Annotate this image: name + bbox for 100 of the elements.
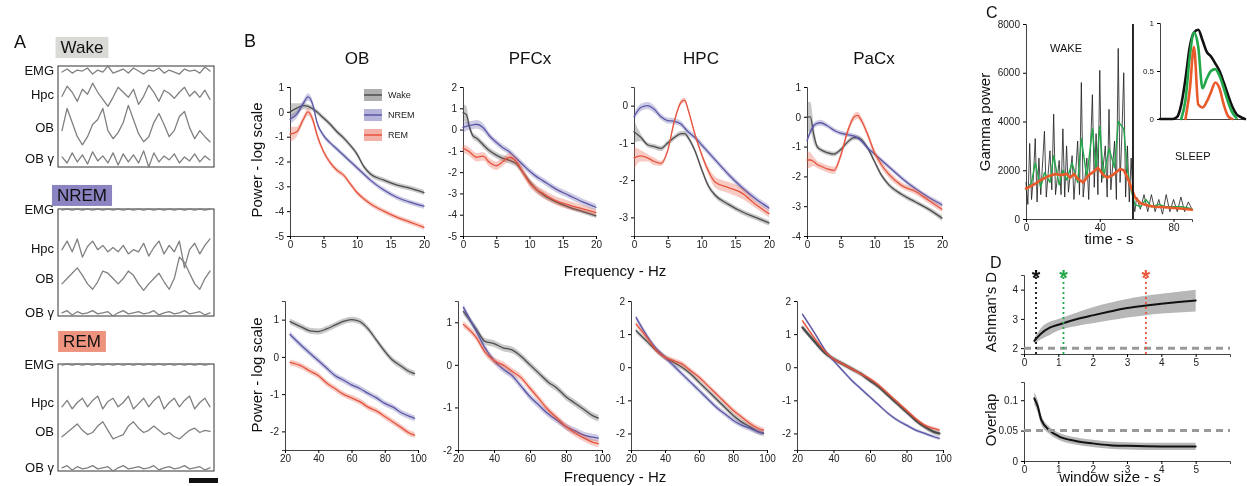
chart-title: Wake bbox=[60, 37, 104, 57]
y-tick-label: 2 bbox=[451, 81, 458, 93]
y-axis-title: Overlap bbox=[982, 393, 999, 447]
x-tick-label: 5 bbox=[321, 239, 328, 251]
x-tick-label: 40 bbox=[313, 453, 325, 465]
y-tick-label: -3 bbox=[792, 200, 802, 212]
y-tick-label: -1 bbox=[270, 388, 280, 400]
x-tick-label: 10 bbox=[869, 239, 881, 251]
x-tick-label: 3 bbox=[1124, 357, 1131, 369]
y-tick-label: -2 bbox=[619, 174, 629, 186]
y-tick-label: 1 bbox=[785, 328, 792, 340]
line-series bbox=[1184, 45, 1234, 121]
x-tick-label: 10 bbox=[351, 239, 364, 251]
annotation: WAKE bbox=[1050, 42, 1082, 54]
y-tick-label: 2000 bbox=[997, 164, 1021, 176]
text: A bbox=[14, 32, 27, 52]
series-label: OB bbox=[35, 120, 54, 136]
y-tick-label: -2 bbox=[275, 156, 285, 168]
x-tick-label: 60 bbox=[346, 453, 358, 465]
x-tick-label: 20 bbox=[625, 453, 638, 465]
x-tick-label: 20 bbox=[418, 239, 431, 251]
series-label: OB γ bbox=[25, 150, 55, 166]
y-tick-label: 1 bbox=[1149, 19, 1155, 29]
x-tick-label: 15 bbox=[557, 239, 570, 251]
y-tick-label: 2 bbox=[1012, 342, 1019, 354]
text: B bbox=[244, 31, 257, 51]
x-tick-label: 80 bbox=[560, 453, 573, 465]
y-axis-title: Power - log scale bbox=[248, 102, 265, 218]
x-tick-label: 15 bbox=[730, 239, 742, 251]
x-tick-label: 40 bbox=[828, 453, 840, 465]
y-axis-title: Gamma power bbox=[976, 72, 993, 172]
x-tick-label: 0 bbox=[804, 239, 811, 251]
x-tick-label: 20 bbox=[452, 453, 465, 465]
legend-label: REM bbox=[388, 130, 408, 141]
legend-label: NREM bbox=[388, 110, 415, 121]
x-tick-label: 1 bbox=[1056, 357, 1063, 369]
x-tick-label: 60 bbox=[864, 453, 877, 465]
series-label: OB bbox=[35, 270, 54, 286]
x-tick-label: 0 bbox=[287, 239, 294, 251]
y-tick-label: 1 bbox=[273, 314, 280, 326]
x-tick-label: 60 bbox=[693, 453, 706, 465]
series-label: Hpc bbox=[30, 240, 55, 256]
series-label: Hpc bbox=[30, 86, 55, 102]
y-axis-title: Ashman's D bbox=[982, 271, 999, 353]
x-tick-label: 15 bbox=[903, 239, 915, 251]
y-tick-label: 1 bbox=[451, 102, 458, 114]
series-label: OB bbox=[35, 423, 54, 439]
y-tick-label: 0.1 bbox=[1004, 394, 1019, 406]
y-tick-label: 8000 bbox=[997, 18, 1021, 30]
x-tick-label: 100 bbox=[594, 453, 612, 465]
x-tick-label: 0 bbox=[460, 239, 467, 251]
x-tick-label: 5 bbox=[493, 239, 500, 251]
x-tick-label: 4 bbox=[1159, 464, 1166, 476]
y-tick-label: -2 bbox=[782, 428, 792, 440]
x-tick-label: 0 bbox=[631, 239, 638, 251]
y-tick-label: -1 bbox=[792, 141, 802, 153]
x-tick-label: 5 bbox=[1193, 464, 1200, 476]
chart-title: PFCx bbox=[508, 48, 552, 68]
x-tick-label: 80 bbox=[1168, 222, 1181, 234]
chart-title: REM bbox=[63, 331, 101, 351]
x-tick-label: 20 bbox=[590, 239, 603, 251]
y-tick-label: -4 bbox=[448, 209, 458, 221]
y-tick-label: -4 bbox=[792, 230, 802, 242]
chart-title: NREM bbox=[56, 185, 108, 205]
y-tick-label: 0 bbox=[1014, 213, 1021, 225]
y-tick-label: -4 bbox=[275, 205, 285, 217]
x-tick-label: 100 bbox=[759, 453, 777, 465]
chart-title: PaCx bbox=[853, 48, 896, 68]
y-tick-label: -1 bbox=[616, 395, 626, 407]
y-tick-label: 1 bbox=[619, 328, 626, 340]
x-tick-label: 15 bbox=[385, 239, 397, 251]
y-tick-label: 0 bbox=[451, 124, 458, 136]
x-tick-label: 10 bbox=[696, 239, 708, 251]
y-tick-label: 0.05 bbox=[998, 425, 1019, 437]
y-tick-label: 0 bbox=[1149, 115, 1155, 125]
x-tick-label: 100 bbox=[935, 453, 953, 465]
y-tick-label: 1 bbox=[795, 81, 802, 93]
x-tick-label: 4 bbox=[1159, 357, 1166, 369]
y-tick-label: 0 bbox=[278, 106, 285, 118]
chart-title: HPC bbox=[683, 48, 719, 68]
text: D bbox=[990, 254, 1002, 271]
y-tick-label: 0 bbox=[622, 100, 629, 112]
y-tick-label: -3 bbox=[275, 181, 285, 193]
x-tick-label: 5 bbox=[1193, 357, 1200, 369]
x-tick-label: 0 bbox=[1023, 222, 1030, 234]
x-axis-title: Frequency - Hz bbox=[563, 468, 667, 485]
series-label: OB γ bbox=[25, 460, 55, 476]
y-tick-label: 2 bbox=[619, 295, 626, 307]
annotation: SLEEP bbox=[1175, 150, 1211, 162]
x-tick-label: 80 bbox=[727, 453, 740, 465]
x-tick-label: 20 bbox=[936, 239, 949, 251]
series-label: EMG bbox=[24, 202, 54, 218]
y-tick-label: 3 bbox=[1012, 313, 1019, 325]
x-tick-label: 80 bbox=[379, 453, 392, 465]
chart-title: OB bbox=[344, 48, 370, 68]
y-tick-label: 4 bbox=[1012, 284, 1019, 296]
y-tick-label: -1 bbox=[448, 145, 458, 157]
series-label: EMG bbox=[24, 357, 54, 373]
y-tick-label: 1 bbox=[278, 81, 285, 93]
x-tick-label: 60 bbox=[524, 453, 537, 465]
